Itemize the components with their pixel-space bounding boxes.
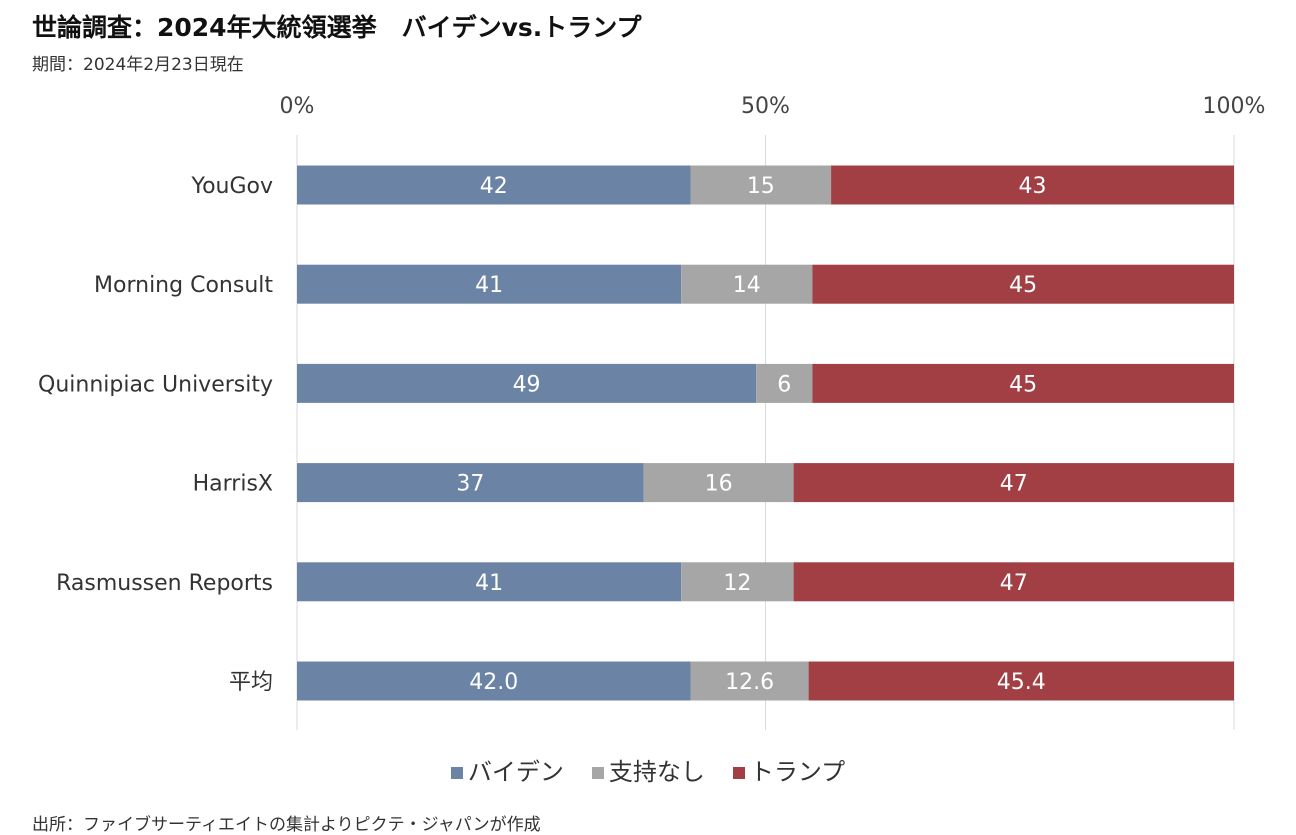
bar-segment-1	[643, 463, 794, 503]
legend-label: トランプ	[749, 758, 846, 786]
chart-legend: バイデン 支持なし トランプ	[0, 752, 1296, 787]
chart-title: 世論調査：2024年大統領選挙 バイデンvs.トランプ	[32, 13, 642, 42]
data-label: 16	[705, 472, 733, 497]
bar-segment-2	[808, 661, 1234, 701]
data-label: 41	[475, 273, 503, 298]
bar-segment-2	[812, 363, 1234, 403]
data-label: 37	[456, 472, 484, 497]
data-label: 12.6	[725, 670, 774, 695]
bar-segment-0	[297, 562, 682, 602]
legend-item: トランプ	[732, 752, 846, 787]
data-label: 47	[1000, 472, 1028, 497]
data-label: 45	[1009, 372, 1037, 397]
data-label: 47	[1000, 571, 1028, 596]
x-tick-label: 50%	[741, 94, 790, 119]
bar-segment-1	[681, 264, 813, 304]
legend-swatch	[591, 767, 604, 779]
bar-segment-0	[297, 165, 691, 205]
x-tick-label: 100%	[1203, 94, 1266, 119]
legend-label: バイデン	[467, 758, 564, 786]
legend-item: バイデン	[450, 752, 564, 787]
bar-segment-2	[812, 264, 1234, 304]
bar-segment-2	[793, 562, 1234, 602]
source-note: 出所：ファイブサーティエイトの集計よりピクテ・ジャパンが作成	[32, 815, 541, 835]
data-label: 42.0	[469, 670, 518, 695]
category-label: HarrisX	[193, 472, 273, 497]
bar-segment-2	[793, 463, 1234, 503]
data-label: 45.4	[997, 670, 1046, 695]
data-label: 6	[777, 372, 791, 397]
category-label: 平均	[229, 670, 273, 695]
data-label: 12	[723, 571, 751, 596]
legend-swatch	[450, 767, 463, 779]
data-label: 15	[747, 174, 775, 199]
category-label: Quinnipiac University	[38, 372, 273, 397]
category-label: Morning Consult	[94, 273, 273, 298]
bar-segment-2	[831, 165, 1234, 205]
bar-segment-1	[681, 562, 794, 602]
data-label: 43	[1019, 174, 1047, 199]
x-tick-label: 0%	[280, 94, 315, 119]
bar-segment-1	[690, 661, 809, 701]
legend-item: 支持なし	[591, 752, 705, 787]
bar-segment-0	[297, 363, 757, 403]
legend-swatch	[732, 767, 745, 779]
chart-subtitle: 期間：2024年2月23日現在	[32, 55, 244, 75]
data-label: 42	[480, 174, 508, 199]
bar-segment-0	[297, 463, 644, 503]
bar-segment-0	[297, 661, 691, 701]
legend-label: 支持なし	[608, 758, 705, 786]
category-label: YouGov	[191, 174, 273, 199]
bar-segment-0	[297, 264, 682, 304]
bar-segment-1	[690, 165, 832, 205]
data-label: 49	[513, 372, 541, 397]
data-label: 41	[475, 571, 503, 596]
data-label: 14	[733, 273, 761, 298]
bar-segment-1	[756, 363, 813, 403]
category-label: Rasmussen Reports	[56, 571, 273, 596]
data-label: 45	[1009, 273, 1037, 298]
